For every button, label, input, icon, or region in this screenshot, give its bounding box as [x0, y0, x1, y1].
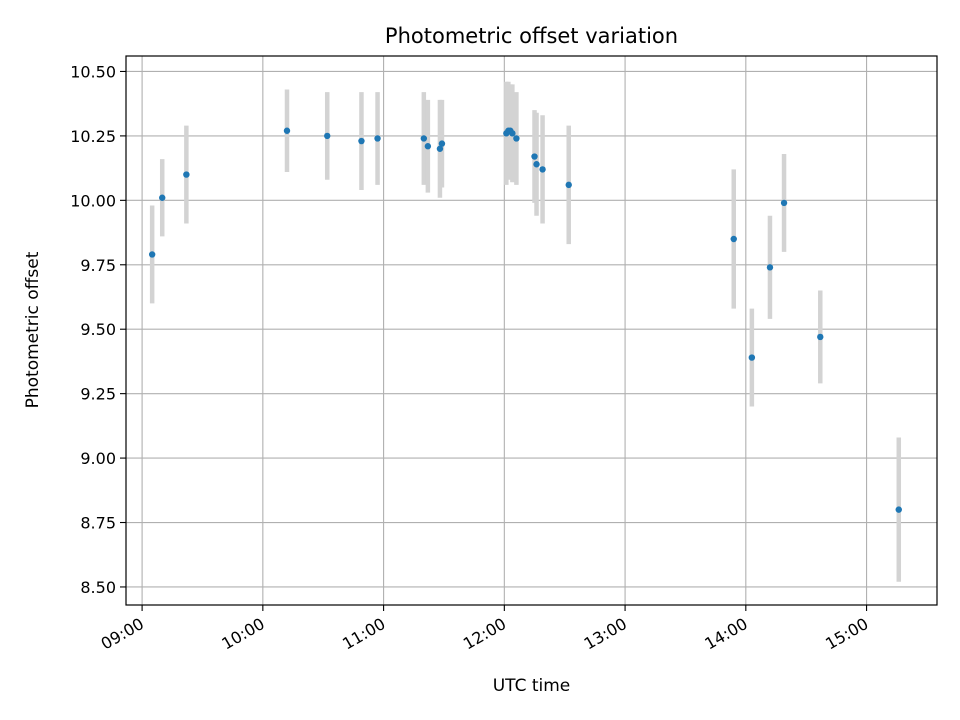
- data-point: [324, 132, 331, 140]
- data-point: [183, 171, 190, 178]
- y-tick-label: 8.75: [80, 514, 116, 533]
- data-point: [438, 140, 446, 147]
- data-point: [358, 137, 365, 145]
- y-tick-label: 10.50: [70, 62, 116, 81]
- data-point: [513, 135, 520, 142]
- y-tick-label: 9.25: [80, 385, 116, 404]
- data-point: [424, 143, 432, 150]
- y-axis-ticks: 8.50 8.75 9.00 9.25 9.50 9.75 10.00 10.25 10.50: [70, 62, 126, 597]
- y-tick-label: 9.00: [80, 449, 116, 468]
- data-point: [748, 354, 756, 361]
- y-tick-label: 10.00: [70, 191, 116, 210]
- x-axis-label: UTC time: [493, 676, 571, 696]
- data-point: [420, 135, 428, 142]
- data-point: [780, 199, 788, 207]
- data-point: [374, 135, 381, 142]
- y-tick-label: 9.50: [80, 320, 116, 339]
- data-point: [283, 127, 291, 134]
- data-point: [817, 333, 824, 341]
- plot-area-frame: [125, 55, 938, 606]
- data-point: [533, 161, 540, 168]
- y-tick-label: 10.25: [70, 127, 116, 146]
- data-point: [531, 153, 538, 160]
- y-tick-label: 9.75: [80, 256, 116, 275]
- data-point: [436, 145, 444, 152]
- y-axis-label: Photometric offset: [23, 251, 43, 408]
- grid: [126, 56, 937, 605]
- data-point: [539, 166, 546, 173]
- data-point: [159, 194, 166, 201]
- data-point: [148, 251, 156, 258]
- data-point: [895, 506, 902, 513]
- chart-title: Photometric offset variation: [385, 24, 678, 48]
- y-tick-label: 8.50: [80, 578, 116, 597]
- data-point: [766, 264, 774, 271]
- data-points: [148, 127, 902, 513]
- data-point: [730, 235, 737, 243]
- data-point: [565, 181, 572, 189]
- data-point: [509, 130, 516, 137]
